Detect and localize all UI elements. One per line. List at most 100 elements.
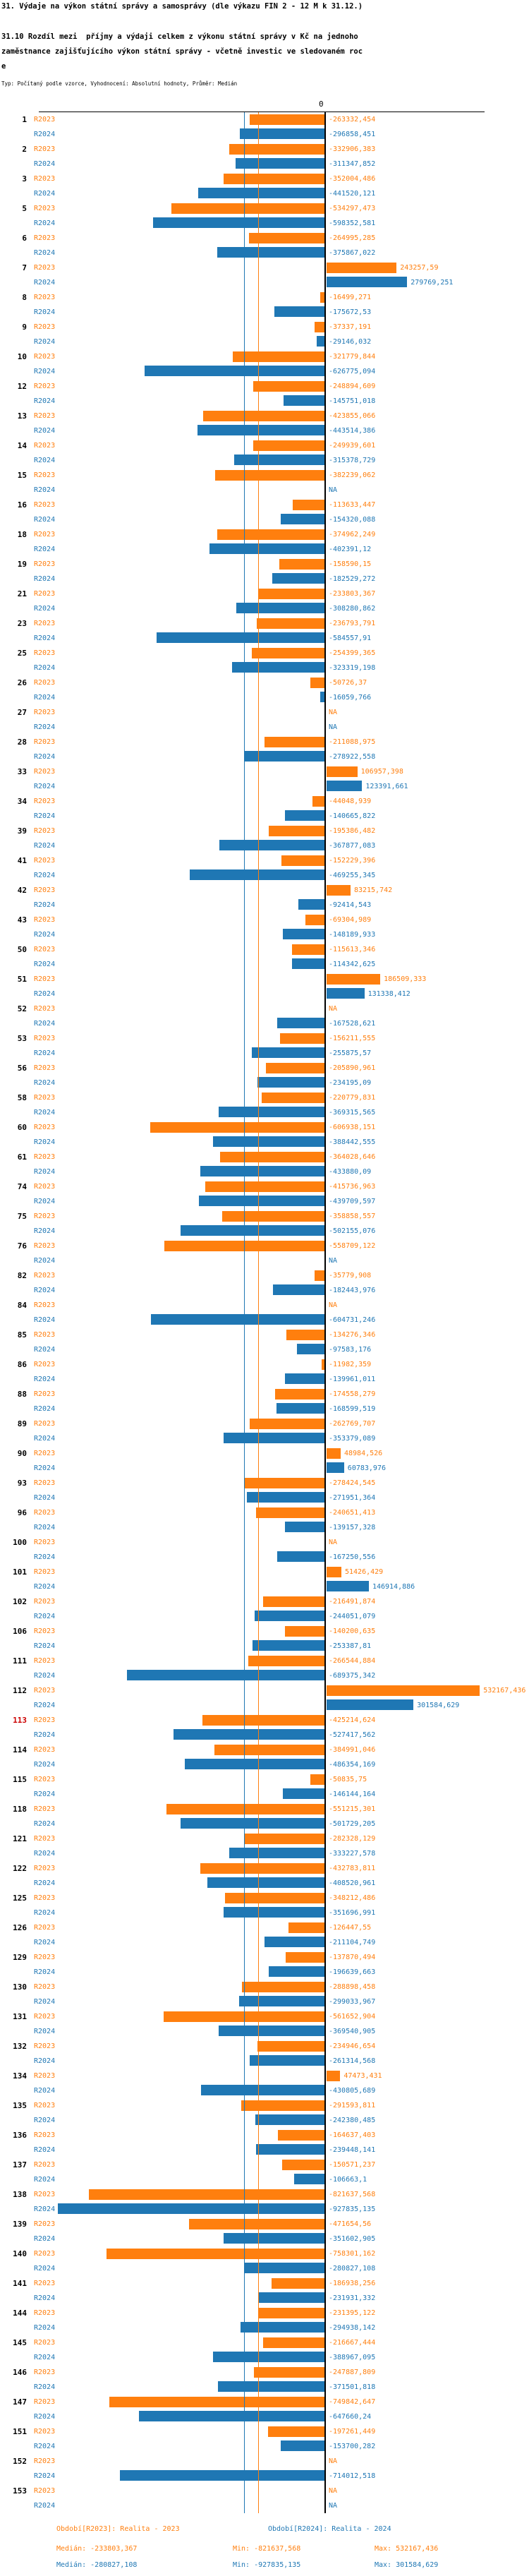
bar-r2024 xyxy=(181,1818,325,1829)
value-label: -231931,332 xyxy=(329,2294,376,2302)
value-label: -220779,831 xyxy=(329,1094,376,1102)
bar-line-r2023: 43 R2023 -69304,989 xyxy=(0,913,529,927)
series-tick-label: R2024 xyxy=(34,1998,56,2006)
value-label: NA xyxy=(329,723,338,731)
bar-line-r2024: R2024 -311347,852 xyxy=(0,157,529,171)
row-number: 102 xyxy=(13,1597,27,1606)
row-number: 137 xyxy=(13,2160,27,2169)
series-tick-label: R2023 xyxy=(34,2191,56,2198)
bar-r2023 xyxy=(262,1596,325,1607)
value-label: -146144,164 xyxy=(329,1790,376,1798)
row-136: 136 R2023 -164637,403 R2024 -239448,141 xyxy=(0,2128,529,2157)
series-tick-label: R2024 xyxy=(34,1227,56,1235)
row-number: 153 xyxy=(13,2486,27,2496)
bar-r2023 xyxy=(327,885,351,896)
bar-r2023 xyxy=(261,1093,325,1103)
bar-line-r2023: 135 R2023 -291593,811 xyxy=(0,2098,529,2113)
bar-line-r2023: 140 R2023 -758301,162 xyxy=(0,2246,529,2261)
row-number: 147 xyxy=(13,2397,27,2407)
value-label: -561652,904 xyxy=(329,2013,376,2021)
bar-r2024 xyxy=(219,1107,325,1117)
report-title: 31. Výdaje na výkon státní správy a samo… xyxy=(1,2,363,11)
series-tick-label: R2023 xyxy=(34,590,56,598)
row-number: 53 xyxy=(17,1034,27,1043)
bar-line-r2024: R2024 -154320,088 xyxy=(0,512,529,527)
value-label: -150571,237 xyxy=(329,2161,376,2169)
bar-line-r2023: 85 R2023 -134276,346 xyxy=(0,1328,529,1342)
bar-line-r2023: 145 R2023 -216667,444 xyxy=(0,2335,529,2350)
row-5: 5 R2023 -534297,473 R2024 -598352,581 xyxy=(0,201,529,231)
row-121: 121 R2023 -282328,129 R2024 -333227,578 xyxy=(0,1831,529,1861)
value-label: -333227,578 xyxy=(329,1850,376,1858)
bar-line-r2024: R2024 -261314,568 xyxy=(0,2054,529,2069)
bar-r2024 xyxy=(197,425,325,435)
legend-max-r2024: Max: 301584,629 xyxy=(375,2561,439,2569)
bar-line-r2023: 93 R2023 -278424,545 xyxy=(0,1476,529,1491)
row-42: 42 R2023 83215,742 R2024 -92414,543 xyxy=(0,883,529,913)
series-tick-label: R2023 xyxy=(34,264,56,272)
value-label: -425214,624 xyxy=(329,1716,376,1724)
series-tick-label: R2023 xyxy=(34,2428,56,2436)
bar-r2023 xyxy=(277,2130,325,2141)
row-number: 126 xyxy=(13,1923,27,1932)
value-label: -332906,383 xyxy=(329,145,376,153)
value-label: -714012,518 xyxy=(329,2472,376,2480)
bar-line-r2023: 25 R2023 -254399,365 xyxy=(0,646,529,661)
series-tick-label: R2024 xyxy=(34,427,56,435)
value-label: -126447,55 xyxy=(329,1924,372,1932)
bar-r2023 xyxy=(171,203,325,214)
series-tick-label: R2024 xyxy=(34,2472,56,2480)
series-tick-label: R2023 xyxy=(34,827,56,835)
bar-line-r2024: R2024 -486354,169 xyxy=(0,1757,529,1772)
row-number: 56 xyxy=(17,1064,27,1073)
value-label: -282328,129 xyxy=(329,1835,376,1843)
series-tick-label: R2024 xyxy=(34,338,56,346)
value-label: 51426,429 xyxy=(344,1568,384,1576)
bar-r2024 xyxy=(283,395,325,406)
row-58: 58 R2023 -220779,831 R2024 -369315,565 xyxy=(0,1090,529,1120)
bar-r2023 xyxy=(285,1952,325,1963)
series-tick-label: R2023 xyxy=(34,471,56,479)
bar-r2024 xyxy=(238,1996,325,2006)
row-number: 85 xyxy=(17,1330,27,1340)
bar-line-r2023: 144 R2023 -231395,122 xyxy=(0,2306,529,2321)
series-tick-label: R2023 xyxy=(34,1627,56,1635)
row-number: 146 xyxy=(13,2368,27,2377)
row-number: 41 xyxy=(17,856,27,865)
row-28: 28 R2023 -211088,975 R2024 -278922,558 xyxy=(0,735,529,764)
value-label: -299033,967 xyxy=(329,1998,376,2006)
bar-line-r2024: R2024 -278922,558 xyxy=(0,750,529,764)
value-label: -469255,345 xyxy=(329,872,376,879)
value-label: -558709,122 xyxy=(329,1242,376,1250)
value-label: -430805,689 xyxy=(329,2087,376,2095)
series-tick-label: R2024 xyxy=(34,1524,56,1531)
series-tick-label: R2023 xyxy=(34,2250,56,2258)
bar-line-r2024: R2024 -367877,083 xyxy=(0,838,529,853)
value-label: -598352,581 xyxy=(329,219,376,227)
bar-line-r2024: R2024 -353379,089 xyxy=(0,1431,529,1446)
value-label: -689375,342 xyxy=(329,1672,376,1680)
bar-r2024 xyxy=(317,336,325,347)
series-tick-label: R2023 xyxy=(34,175,56,183)
bar-line-r2024: R2024 131338,412 xyxy=(0,987,529,1001)
bar-r2024 xyxy=(258,2292,325,2303)
bar-r2023 xyxy=(200,1863,325,1874)
series-tick-label: R2023 xyxy=(34,1539,56,1546)
row-125: 125 R2023 -348212,486 R2024 -351696,991 xyxy=(0,1891,529,1920)
value-label: 48984,526 xyxy=(343,1450,383,1457)
series-tick-label: R2023 xyxy=(34,1479,56,1487)
row-number: 145 xyxy=(13,2338,27,2347)
series-tick-label: R2023 xyxy=(34,1094,56,1102)
value-label: -501729,205 xyxy=(329,1820,376,1828)
bar-line-r2023: 23 R2023 -236793,791 xyxy=(0,616,529,631)
value-label: NA xyxy=(329,1257,338,1265)
bar-r2023 xyxy=(310,678,325,688)
bar-line-r2024: R2024 -114342,625 xyxy=(0,957,529,972)
bar-line-r2023: 6 R2023 -264995,285 xyxy=(0,231,529,246)
value-label: -50726,37 xyxy=(329,679,367,687)
series-tick-label: R2023 xyxy=(34,2280,56,2287)
bar-line-r2023: 75 R2023 -358858,557 xyxy=(0,1209,529,1224)
bar-line-r2024: R2024 -604731,246 xyxy=(0,1313,529,1328)
bar-line-r2023: 137 R2023 -150571,237 xyxy=(0,2157,529,2172)
bar-r2023 xyxy=(189,2219,325,2229)
